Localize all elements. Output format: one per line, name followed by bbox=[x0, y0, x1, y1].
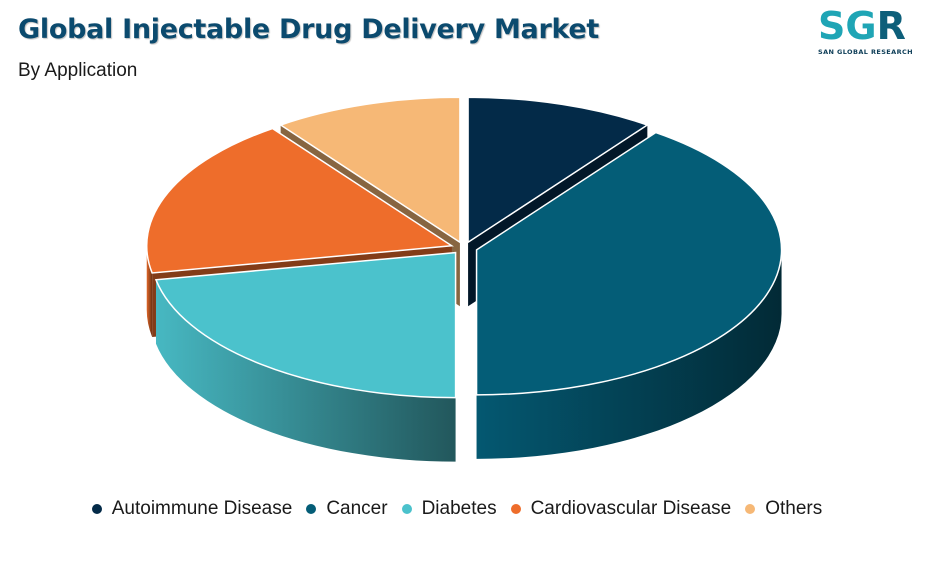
legend-label-diabetes: Diabetes bbox=[421, 498, 497, 519]
logo-tagline: SAN GLOBAL RESEARCH bbox=[818, 48, 913, 56]
pie-tops bbox=[145, 96, 783, 399]
legend-item-diabetes: Diabetes bbox=[401, 498, 497, 520]
legend-marker-others bbox=[745, 504, 756, 514]
pie-outer-side-cancer bbox=[476, 249, 782, 459]
pie-slice-diabetes bbox=[154, 251, 457, 399]
pie-slice-cardiovascular-disease bbox=[145, 127, 454, 274]
chart-subtitle: By Application bbox=[18, 60, 138, 81]
legend-item-autoimmune-disease: Autoimmune Disease bbox=[91, 498, 293, 520]
legend-label-cancer: Cancer bbox=[326, 498, 388, 519]
legend-marker-cancer bbox=[306, 504, 317, 514]
chart-title: Global Injectable Drug Delivery Market bbox=[18, 14, 600, 45]
pie-slice-others bbox=[278, 96, 461, 244]
pie-outer-side-cardiovascular-disease bbox=[146, 245, 153, 337]
logo-letter-g: G bbox=[845, 4, 877, 48]
logo-letter-s: S bbox=[818, 4, 846, 48]
legend-marker-autoimmune-disease bbox=[91, 504, 102, 514]
legend-marker-diabetes bbox=[401, 504, 412, 514]
legend-label-autoimmune-disease: Autoimmune Disease bbox=[111, 498, 293, 519]
legend-marker-cardiovascular-disease bbox=[510, 504, 521, 514]
legend-item-cardiovascular-disease: Cardiovascular Disease bbox=[510, 498, 732, 520]
legend-item-cancer: Cancer bbox=[306, 498, 388, 520]
logo-letter-r: R bbox=[876, 4, 906, 48]
pie-slice-cancer bbox=[475, 131, 783, 396]
pie-outer-side-diabetes bbox=[155, 279, 456, 462]
legend-label-cardiovascular-disease: Cardiovascular Disease bbox=[530, 498, 732, 519]
legend-label-others: Others bbox=[765, 498, 823, 519]
legend-item-others: Others bbox=[745, 498, 822, 520]
chart-legend: Autoimmune Disease Cancer Diabetes Cardiova… bbox=[0, 498, 928, 520]
pie-slice-autoimmune-disease bbox=[467, 96, 650, 244]
